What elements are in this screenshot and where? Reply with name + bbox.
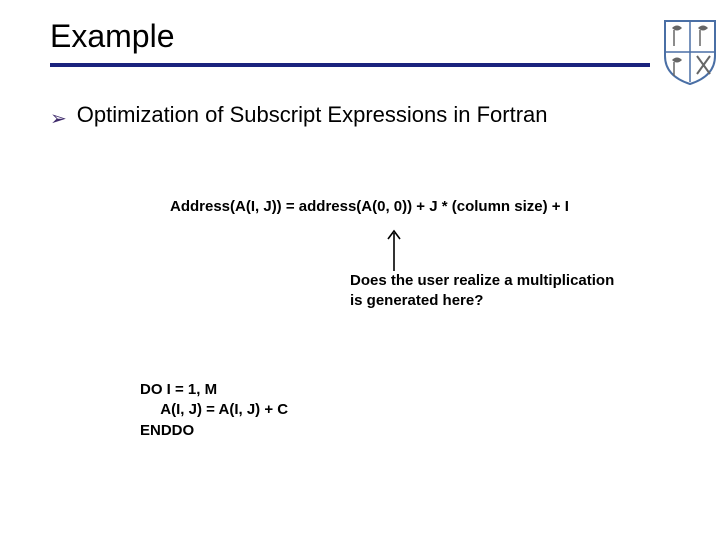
- bullet-arrow-icon: ➢: [50, 109, 67, 129]
- crest-logo: [660, 16, 720, 86]
- arrow-up-icon: [384, 227, 404, 271]
- annotation-block: Does the user realize a multiplication i…: [350, 227, 690, 310]
- code-line-1: DO I = 1, M: [140, 381, 217, 398]
- title-block: Example: [50, 18, 650, 67]
- annotation-text: Does the user realize a multiplication i…: [350, 271, 614, 310]
- slide-container: Example ➢ Optimization of Subscript Expr…: [0, 0, 720, 540]
- title-underline: [50, 63, 650, 67]
- title-row: Example: [50, 18, 690, 86]
- slide-title: Example: [50, 18, 650, 57]
- code-line-2: A(I, J) = A(I, J) + C: [140, 401, 288, 418]
- annotation-line-1: Does the user realize a multiplication: [350, 271, 614, 291]
- fortran-code: DO I = 1, M A(I, J) = A(I, J) + C ENDDO: [140, 380, 690, 441]
- address-formula: Address(A(I, J)) = address(A(0, 0)) + J …: [170, 198, 690, 215]
- code-line-3: ENDDO: [140, 422, 194, 439]
- annotation-line-2: is generated here?: [350, 291, 614, 311]
- bullet-row: ➢ Optimization of Subscript Expressions …: [50, 102, 690, 128]
- bullet-text: Optimization of Subscript Expressions in…: [77, 102, 548, 128]
